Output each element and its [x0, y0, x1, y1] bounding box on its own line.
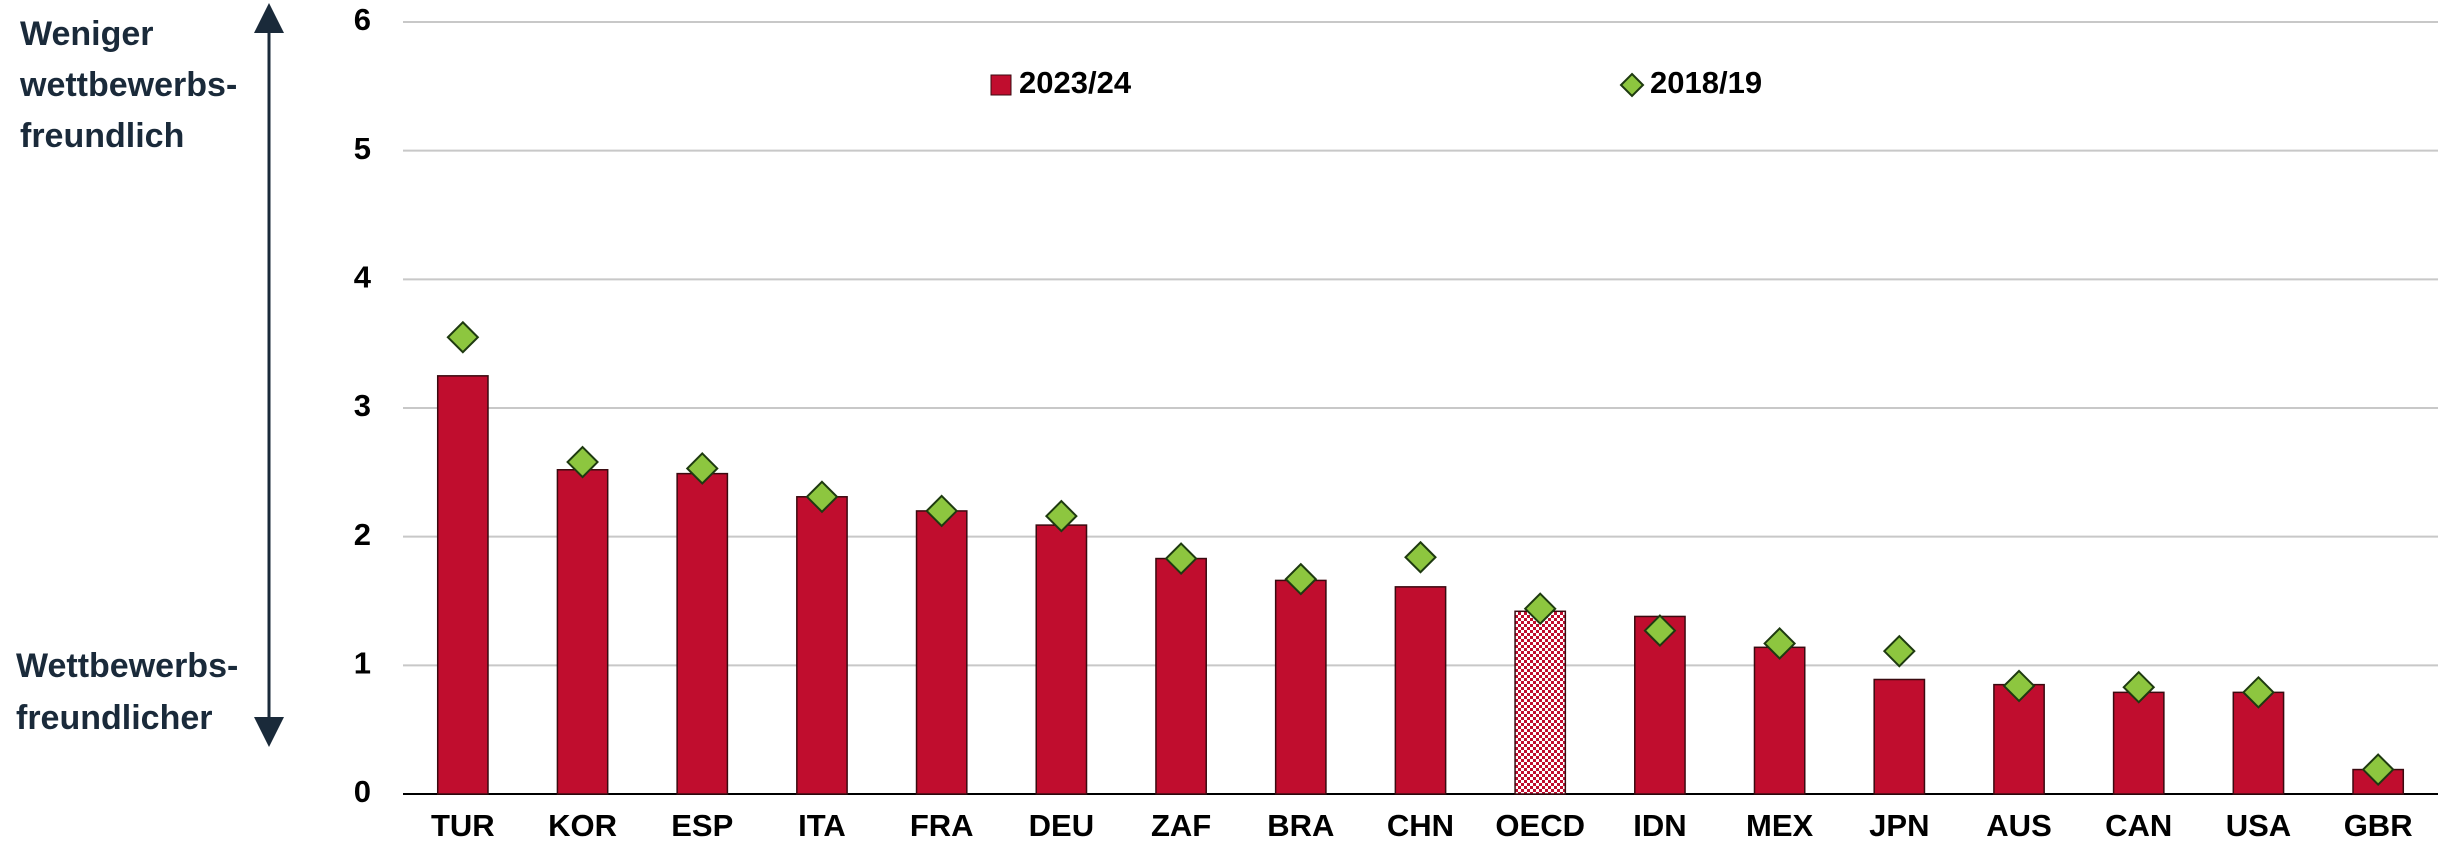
x-tick-label: KOR [548, 808, 617, 843]
bar [915, 510, 968, 795]
x-tick-label: AUS [1986, 808, 2051, 843]
annotation: wettbewerbs- [19, 66, 237, 104]
marker [446, 320, 480, 354]
bar [1753, 646, 1806, 795]
marker [685, 452, 719, 485]
x-tick-label: CHN [1387, 808, 1454, 843]
marker [1523, 592, 1557, 626]
x-tick-label: TUR [431, 808, 495, 843]
marker [566, 445, 599, 479]
bar [1035, 524, 1088, 795]
y-tick-label: 4 [354, 260, 372, 295]
x-tick-label: JPN [1869, 808, 1929, 843]
x-tick-label: FRA [910, 808, 974, 843]
marker [1763, 627, 1797, 660]
x-tick-label: BRA [1267, 808, 1334, 843]
bar [2112, 691, 2165, 795]
bar [796, 496, 848, 795]
bar [1394, 586, 1447, 795]
bar [1274, 579, 1327, 795]
marker [2002, 669, 2036, 703]
marker [1044, 499, 1078, 533]
bar [2232, 691, 2285, 795]
marker [2242, 675, 2275, 709]
x-tick-label: GBR [2344, 808, 2413, 843]
y-tick-label: 0 [354, 774, 371, 809]
marker [1284, 562, 1318, 596]
x-tick-label: OECD [1495, 808, 1585, 843]
bar [676, 472, 729, 795]
x-tick-label: DEU [1029, 808, 1094, 843]
marker [925, 494, 959, 528]
y-tick-label: 6 [354, 2, 371, 37]
marker [1164, 542, 1198, 575]
x-tick-label: ZAF [1151, 808, 1211, 843]
x-tick-label: IDN [1633, 808, 1686, 843]
marker [1643, 614, 1677, 648]
annotation: Wettbewerbs- [16, 647, 238, 685]
marker [2361, 753, 2395, 786]
marker [2122, 670, 2156, 704]
bar [556, 469, 609, 795]
legend-swatch [990, 74, 1012, 96]
legend-label: 2018/19 [1650, 65, 1762, 100]
x-tick-label: CAN [2105, 808, 2172, 843]
annotation: freundlicher [16, 699, 212, 737]
x-tick-label: MEX [1746, 808, 1814, 843]
annotation: Weniger [20, 15, 154, 53]
bar [1993, 683, 2045, 795]
y-tick-label: 1 [354, 646, 371, 681]
legend-swatch [1619, 72, 1645, 98]
bar [1155, 557, 1207, 795]
bar [1873, 678, 1926, 795]
legend-label: 2023/24 [1019, 65, 1132, 100]
y-tick-label: 5 [354, 131, 371, 166]
annotation: freundlich [20, 117, 184, 155]
marker [805, 480, 839, 514]
y-tick-label: 2 [354, 517, 371, 552]
marker [1882, 634, 1916, 668]
y-tick-label: 3 [354, 388, 371, 423]
bar [436, 375, 489, 795]
bar [1514, 610, 1567, 795]
x-tick-label: USA [2226, 808, 2291, 843]
marker [1404, 540, 1437, 574]
x-tick-label: ITA [798, 808, 846, 843]
x-tick-label: ESP [671, 808, 733, 843]
